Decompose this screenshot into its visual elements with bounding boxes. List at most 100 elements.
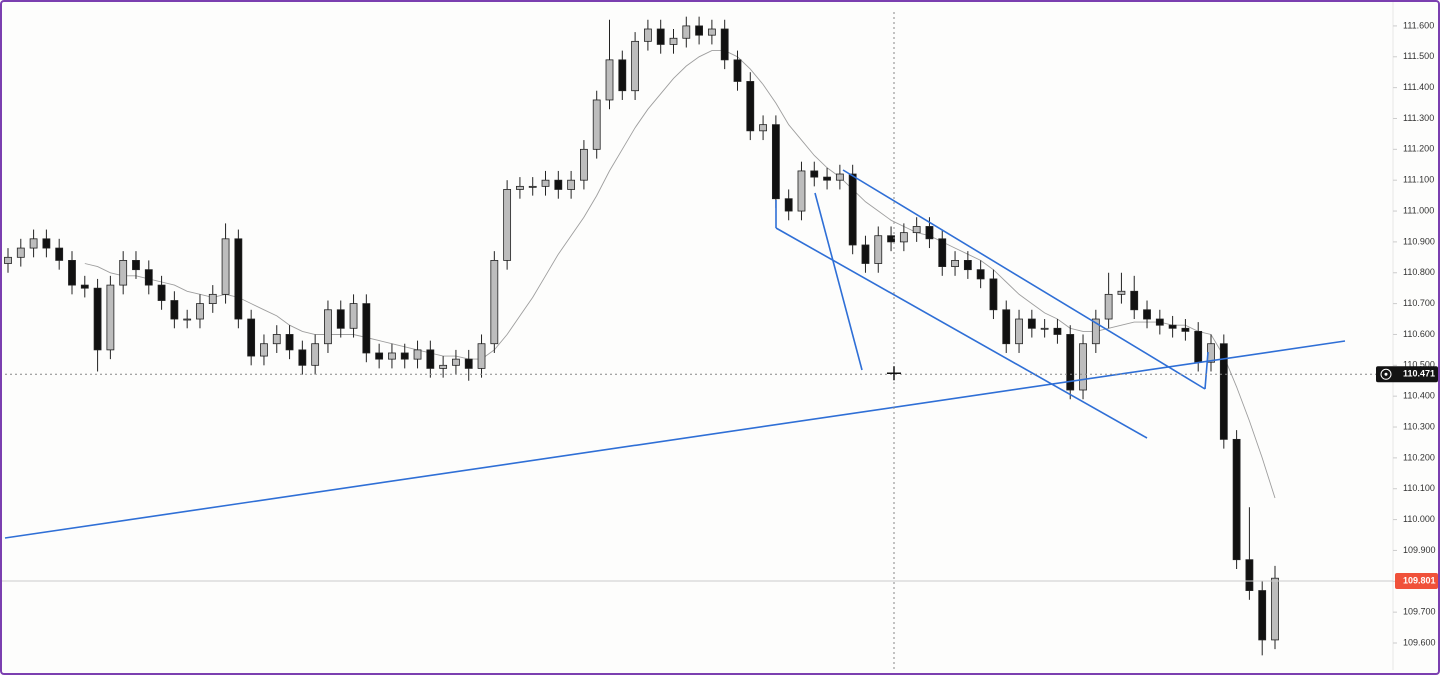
candle-body bbox=[874, 235, 883, 264]
candle-body bbox=[16, 247, 25, 258]
candle-body bbox=[733, 59, 742, 82]
candle-body bbox=[631, 40, 640, 92]
candle-body bbox=[541, 179, 550, 187]
price-badges: 110.471 109.801 bbox=[1376, 366, 1438, 589]
candle-body bbox=[324, 309, 332, 345]
steep-line bbox=[814, 192, 863, 371]
y-tick-label: 109.900 bbox=[1403, 545, 1436, 555]
y-tick-label: 110.000 bbox=[1403, 514, 1435, 524]
price-axis: 111.600 111.500 111.400 111.300 111.200 111.1… bbox=[1393, 20, 1436, 647]
candle-body bbox=[1066, 334, 1075, 391]
candle-body bbox=[1143, 309, 1151, 320]
candle-body bbox=[362, 303, 371, 354]
candle-body bbox=[55, 247, 64, 261]
last-price-label: 109.801 bbox=[1403, 575, 1436, 585]
y-tick-label: 110.900 bbox=[1403, 236, 1435, 246]
candle-body bbox=[1015, 318, 1023, 345]
candle-body bbox=[1168, 324, 1177, 329]
y-tick-label: 110.200 bbox=[1403, 452, 1435, 462]
candle-body bbox=[759, 124, 767, 132]
candle-body bbox=[528, 185, 537, 188]
candle-body bbox=[413, 349, 422, 360]
candle-body bbox=[29, 238, 38, 249]
candle-body bbox=[1155, 318, 1164, 326]
candle-body bbox=[260, 343, 268, 357]
candle-body bbox=[682, 25, 691, 39]
candle-body bbox=[720, 28, 729, 61]
candle-body bbox=[170, 300, 179, 320]
candle-body bbox=[272, 334, 281, 345]
candle-body bbox=[835, 173, 844, 181]
crosshair-icon bbox=[1380, 368, 1392, 380]
channel-upper bbox=[842, 169, 1206, 390]
candle-body bbox=[899, 232, 908, 243]
candle-body bbox=[439, 364, 448, 369]
candle-body bbox=[285, 334, 294, 351]
candle-body bbox=[144, 269, 153, 286]
y-tick-label: 111.200 bbox=[1403, 144, 1434, 154]
candle-body bbox=[452, 358, 460, 366]
crosshair-icon-dot bbox=[1384, 372, 1388, 376]
y-tick-label: 110.300 bbox=[1403, 421, 1435, 431]
crosshair-price-badge bbox=[1376, 366, 1438, 383]
channel-lower bbox=[775, 227, 1148, 439]
channel-edge bbox=[1204, 351, 1209, 390]
candle-body bbox=[1040, 327, 1049, 330]
candle-body bbox=[707, 28, 716, 36]
crosshair-price-label: 110.471 bbox=[1403, 369, 1435, 379]
candle-body bbox=[1258, 590, 1267, 641]
candle-body bbox=[375, 352, 384, 360]
candle-body bbox=[1027, 318, 1036, 329]
candle-body bbox=[976, 269, 985, 280]
y-tick-label: 111.400 bbox=[1403, 82, 1434, 92]
candle-body bbox=[592, 99, 601, 150]
candle-body bbox=[1117, 290, 1126, 295]
candle-body bbox=[208, 293, 217, 305]
candle-body bbox=[1181, 327, 1190, 332]
candle-body bbox=[68, 260, 76, 286]
candle-body bbox=[247, 318, 256, 357]
candle-body bbox=[771, 124, 780, 200]
candle-body bbox=[234, 238, 243, 320]
y-tick-label: 109.600 bbox=[1403, 637, 1436, 647]
candle-body bbox=[989, 278, 998, 311]
candle-body bbox=[119, 260, 128, 286]
candle-body bbox=[1232, 438, 1241, 561]
y-tick-label: 110.100 bbox=[1403, 483, 1435, 493]
y-tick-label: 110.700 bbox=[1403, 298, 1435, 308]
candle-body bbox=[221, 238, 230, 295]
candle-body bbox=[784, 198, 793, 212]
candle-body bbox=[746, 81, 755, 132]
y-tick-label: 110.400 bbox=[1403, 391, 1435, 401]
candle-body bbox=[516, 185, 524, 190]
candle-body bbox=[157, 284, 166, 301]
candle-body bbox=[490, 260, 499, 345]
y-tick-label: 111.000 bbox=[1403, 205, 1434, 215]
moving-average bbox=[84, 50, 1276, 499]
candle-body bbox=[912, 226, 921, 234]
candle-body bbox=[810, 170, 819, 178]
candle-body bbox=[1219, 343, 1228, 440]
candle-body bbox=[132, 260, 140, 271]
candle-body bbox=[938, 238, 947, 267]
candle-body bbox=[848, 173, 857, 246]
candle-body bbox=[349, 303, 358, 329]
candle-body bbox=[567, 179, 576, 190]
candle-body bbox=[580, 148, 588, 181]
candle-body bbox=[887, 235, 895, 243]
candle-body bbox=[400, 352, 409, 360]
candle-body bbox=[477, 343, 486, 369]
candle-body bbox=[797, 170, 806, 212]
candle-body bbox=[618, 59, 627, 92]
candle-body bbox=[426, 349, 435, 369]
y-tick-label: 111.600 bbox=[1403, 20, 1434, 30]
candle-body bbox=[554, 179, 563, 190]
y-tick-label: 110.600 bbox=[1403, 329, 1435, 339]
last-price-badge bbox=[1395, 572, 1438, 589]
candle-body bbox=[951, 260, 959, 267]
candle-body bbox=[42, 238, 51, 249]
y-tick-label: 109.700 bbox=[1403, 607, 1436, 617]
candle-body bbox=[669, 37, 678, 45]
